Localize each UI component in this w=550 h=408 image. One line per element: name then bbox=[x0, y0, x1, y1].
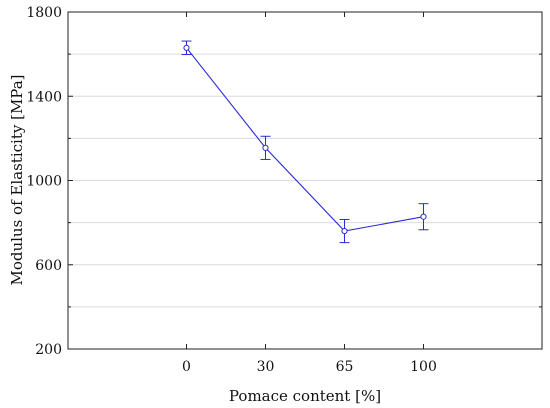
x-tick-label: 100 bbox=[410, 359, 437, 375]
x-axis-ticks: 0 30 65 100 bbox=[182, 12, 437, 375]
y-axis-ticks: 200 600 1000 1400 1800 bbox=[26, 5, 542, 358]
y-tick-label: 200 bbox=[35, 342, 62, 358]
series-line bbox=[186, 47, 424, 232]
grid-lines bbox=[68, 53, 542, 308]
y-tick-label: 1400 bbox=[26, 89, 62, 105]
y-axis-label: Modulus of Elasticity [MPa] bbox=[8, 74, 26, 285]
y-tick-label: 1000 bbox=[26, 174, 62, 190]
x-tick-label: 0 bbox=[182, 359, 191, 375]
x-tick-label: 65 bbox=[336, 359, 354, 375]
data-point bbox=[262, 144, 269, 151]
x-tick-label: 30 bbox=[257, 359, 275, 375]
data-point bbox=[420, 213, 427, 220]
data-point bbox=[183, 44, 190, 51]
x-axis-label: Pomace content [%] bbox=[229, 387, 381, 405]
data-point bbox=[341, 227, 348, 235]
series bbox=[181, 40, 429, 244]
y-tick-label: 600 bbox=[35, 258, 62, 274]
y-tick-label: 1800 bbox=[26, 5, 62, 21]
